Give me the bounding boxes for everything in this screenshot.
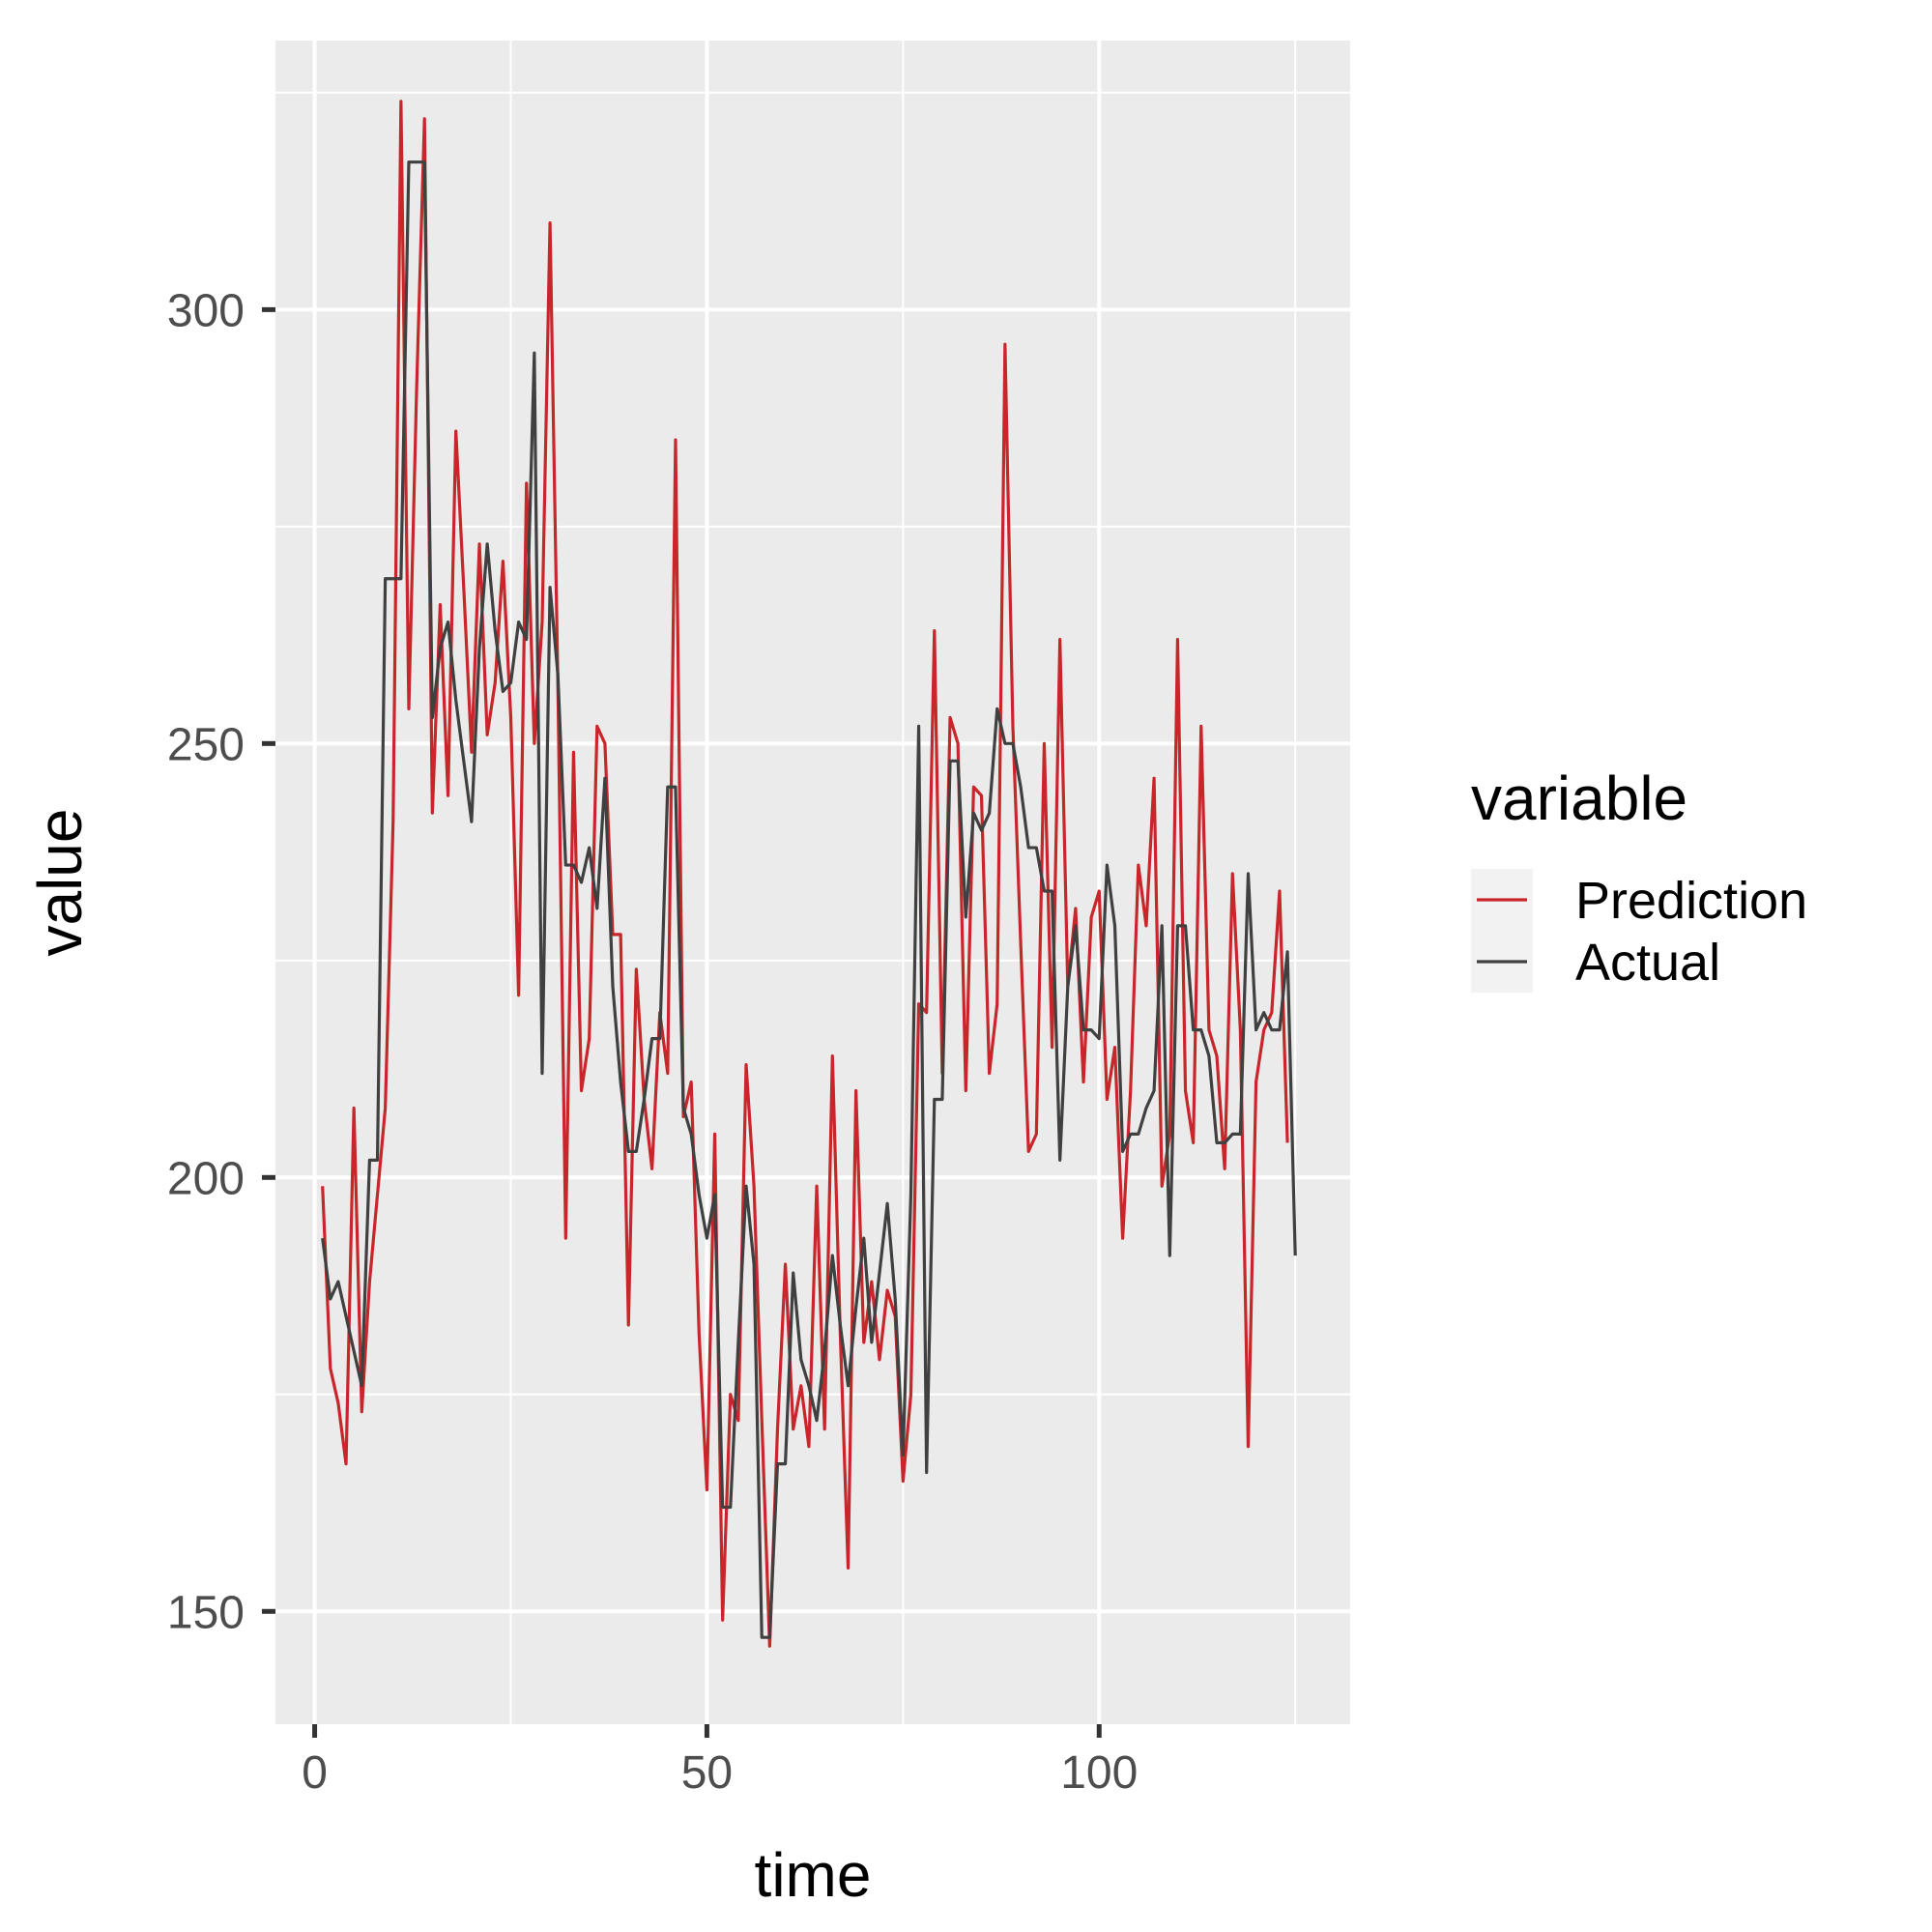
axis-ticks (262, 306, 1102, 1738)
y-tick-label: 300 (167, 285, 245, 336)
plot-panel (275, 41, 1350, 1724)
x-tick-label: 0 (302, 1747, 328, 1799)
y-tick-label: 250 (167, 719, 245, 770)
x-tick-labels: 0 50 100 (302, 1747, 1138, 1799)
series-line-actual (321, 160, 1297, 1639)
y-tick-label: 150 (167, 1587, 245, 1638)
legend-title: variable (1471, 764, 1687, 833)
legend-label: Actual (1575, 934, 1720, 992)
series-line-prediction (321, 100, 1289, 1648)
legend-item-prediction: Prediction (1471, 869, 1807, 931)
x-tick-label: 50 (681, 1747, 733, 1799)
x-axis-title: time (755, 1840, 872, 1910)
series-lines (321, 100, 1297, 1648)
y-tick-labels: 150 200 250 300 (167, 285, 245, 1638)
x-tick-label: 100 (1060, 1747, 1138, 1799)
y-tick-label: 200 (167, 1153, 245, 1204)
legend-item-actual: Actual (1471, 931, 1720, 993)
y-axis-title: value (25, 809, 95, 957)
legend-label: Prediction (1575, 872, 1807, 930)
